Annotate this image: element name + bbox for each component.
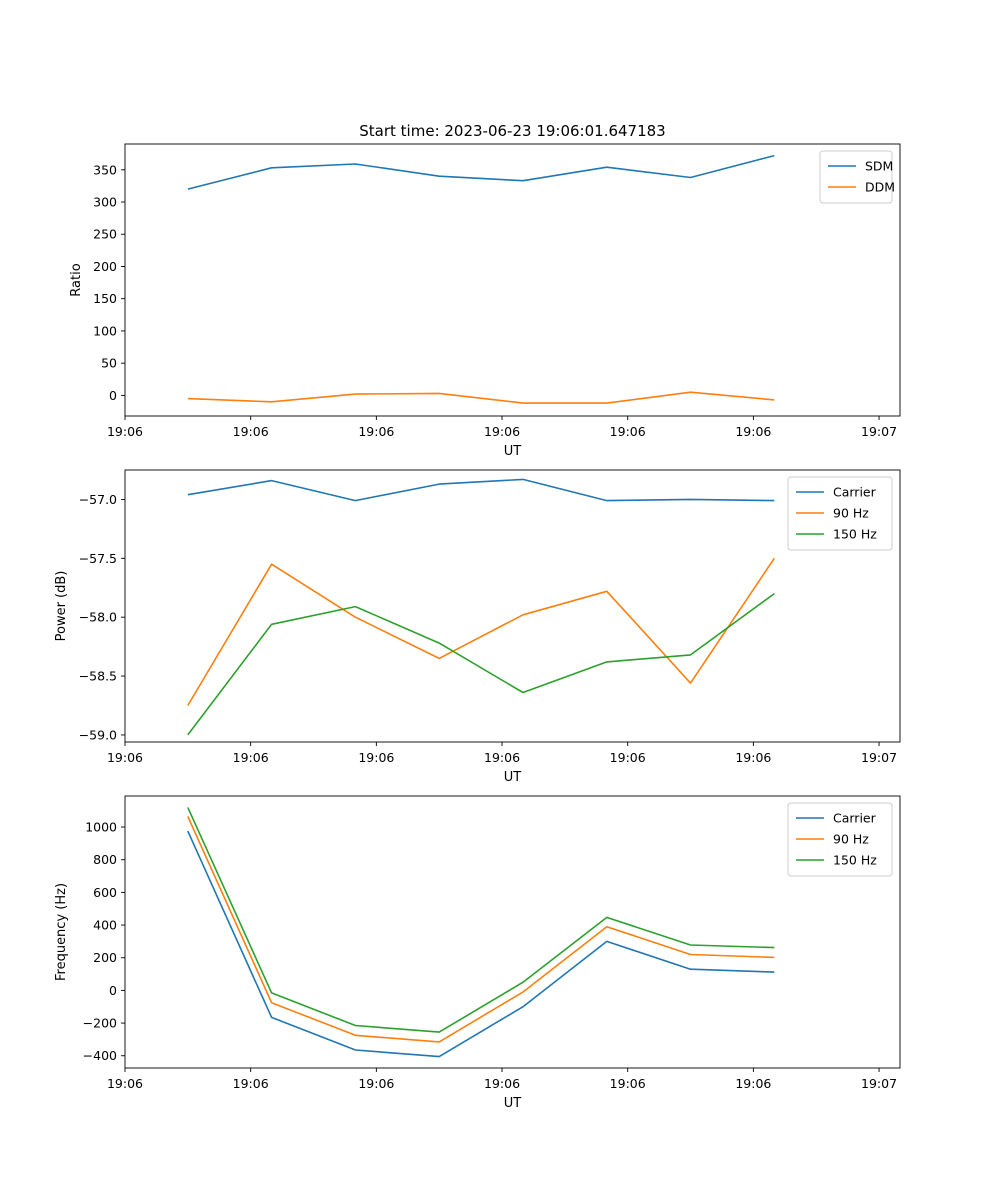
- x-tick-label: 19:07: [861, 750, 897, 765]
- legend-label: 90 Hz: [833, 506, 869, 521]
- series-line-carrier: [187, 830, 775, 1058]
- legend: Carrier 90 Hz 150 Hz: [787, 802, 893, 877]
- legend-box: [819, 150, 893, 204]
- series-line-ddm: [187, 391, 775, 404]
- x-tick-label: 19:06: [484, 750, 520, 765]
- y-tick-label: 600: [93, 885, 117, 900]
- series-line-90-hz: [187, 557, 775, 706]
- series-line-90-hz: [187, 816, 775, 1043]
- axes-frame: [124, 143, 901, 417]
- y-tick-label: 200: [93, 259, 117, 274]
- x-tick-label: 19:07: [861, 1076, 897, 1091]
- x-axis-label: UT: [504, 444, 522, 459]
- legend-label: 150 Hz: [833, 527, 877, 542]
- axes-frame: [124, 469, 901, 743]
- subplot-3: −400 −200 0 200 400 600 800 1000 19:06 19:06 19:06…: [54, 795, 901, 1111]
- y-tick-label: 0: [109, 983, 117, 998]
- series-line-carrier: [187, 478, 775, 502]
- y-tick-label: 200: [93, 950, 117, 965]
- legend: Carrier 90 Hz 150 Hz: [787, 476, 893, 551]
- y-tick-label: 250: [93, 227, 117, 242]
- figure-title: Start time: 2023-06-23 19:06:01.647183: [359, 122, 665, 140]
- legend: SDM DDM: [819, 150, 895, 204]
- x-tick-label: 19:06: [233, 1076, 269, 1091]
- legend-label: 90 Hz: [833, 832, 869, 847]
- series-line-150-hz: [187, 807, 775, 1033]
- y-axis-label: Power (dB): [54, 571, 69, 642]
- x-tick-label: 19:06: [107, 1076, 143, 1091]
- x-tick-label: 19:06: [484, 424, 520, 439]
- legend-label: Carrier: [833, 485, 877, 500]
- x-tick-label: 19:06: [610, 750, 646, 765]
- x-tick-label: 19:06: [735, 1076, 771, 1091]
- y-tick-label: 150: [93, 291, 117, 306]
- x-tick-label: 19:06: [358, 424, 394, 439]
- x-tick-label: 19:06: [610, 1076, 646, 1091]
- y-axis-label: Ratio: [69, 263, 84, 296]
- legend-box: [787, 476, 893, 551]
- legend-label: 150 Hz: [833, 853, 877, 868]
- y-tick-label: 800: [93, 852, 117, 867]
- x-tick-label: 19:06: [484, 1076, 520, 1091]
- x-axis-label: UT: [504, 1096, 522, 1111]
- x-axis-label: UT: [504, 770, 522, 785]
- series-line-150-hz: [187, 592, 775, 736]
- legend-box: [787, 802, 893, 877]
- x-tick-label: 19:06: [107, 424, 143, 439]
- x-tick-label: 19:06: [735, 750, 771, 765]
- axes-frame: [124, 795, 901, 1069]
- y-axis-label: Frequency (Hz): [54, 883, 69, 981]
- y-tick-label: −57.0: [79, 492, 117, 507]
- x-tick-label: 19:07: [861, 424, 897, 439]
- y-tick-label: 300: [93, 195, 117, 210]
- y-tick-label: 100: [93, 323, 117, 338]
- y-tick-label: −200: [83, 1016, 117, 1031]
- y-tick-label: 50: [101, 356, 117, 371]
- x-tick-label: 19:06: [610, 424, 646, 439]
- y-tick-label: −57.5: [79, 551, 117, 566]
- legend-label: DDM: [865, 180, 895, 195]
- y-tick-label: −58.5: [79, 669, 117, 684]
- y-tick-label: −59.0: [79, 727, 117, 742]
- plots: 0 50 100 150 200 250 300 350 19:06 19:06 19:06 19:0…: [54, 143, 901, 1111]
- x-tick-label: 19:06: [735, 424, 771, 439]
- legend-label: Carrier: [833, 811, 877, 826]
- subplot-1: 0 50 100 150 200 250 300 350 19:06 19:06 19:06 19:0…: [69, 143, 901, 459]
- x-tick-label: 19:06: [358, 1076, 394, 1091]
- y-tick-label: 0: [109, 388, 117, 403]
- x-tick-label: 19:06: [233, 424, 269, 439]
- y-tick-label: 350: [93, 162, 117, 177]
- x-tick-label: 19:06: [358, 750, 394, 765]
- y-tick-label: 400: [93, 918, 117, 933]
- x-tick-label: 19:06: [107, 750, 143, 765]
- y-tick-label: 1000: [85, 820, 117, 835]
- x-tick-label: 19:06: [233, 750, 269, 765]
- y-tick-label: −400: [83, 1048, 117, 1063]
- y-tick-label: −58.0: [79, 610, 117, 625]
- series-line-sdm: [187, 154, 775, 190]
- subplot-2: −59.0 −58.5 −58.0 −57.5 −57.0 19:06 19:06 19:06…: [54, 469, 901, 785]
- legend-label: SDM: [865, 159, 893, 174]
